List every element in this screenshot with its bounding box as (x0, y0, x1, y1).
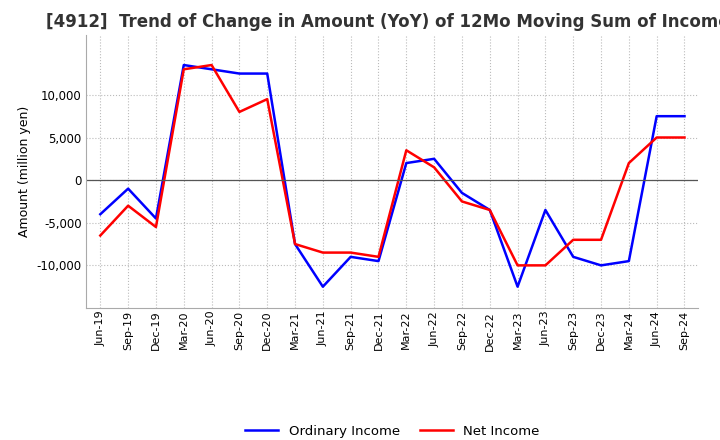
Net Income (485, 207, 494, 213)
Ordinary Income (124, 186, 132, 191)
Ordinary Income (597, 263, 606, 268)
Ordinary Income (318, 284, 327, 290)
Net Income (96, 233, 104, 238)
Ordinary Income (263, 71, 271, 76)
Ordinary Income (235, 71, 243, 76)
Ordinary Income (346, 254, 355, 260)
Ordinary Income (513, 284, 522, 290)
Net Income (263, 96, 271, 102)
Net Income (458, 199, 467, 204)
Title: [4912]  Trend of Change in Amount (YoY) of 12Mo Moving Sum of Incomes: [4912] Trend of Change in Amount (YoY) o… (45, 13, 720, 31)
Net Income (513, 263, 522, 268)
Net Income (152, 224, 161, 230)
Ordinary Income (374, 258, 383, 264)
Net Income (430, 165, 438, 170)
Ordinary Income (430, 156, 438, 161)
Y-axis label: Amount (million yen): Amount (million yen) (18, 106, 31, 237)
Net Income (235, 109, 243, 114)
Ordinary Income (569, 254, 577, 260)
Net Income (346, 250, 355, 255)
Ordinary Income (207, 66, 216, 72)
Net Income (318, 250, 327, 255)
Ordinary Income (652, 114, 661, 119)
Net Income (179, 66, 188, 72)
Net Income (652, 135, 661, 140)
Net Income (680, 135, 689, 140)
Net Income (597, 237, 606, 242)
Net Income (374, 254, 383, 260)
Line: Ordinary Income: Ordinary Income (100, 65, 685, 287)
Legend: Ordinary Income, Net Income: Ordinary Income, Net Income (240, 420, 545, 440)
Ordinary Income (291, 242, 300, 247)
Ordinary Income (96, 212, 104, 217)
Ordinary Income (541, 207, 550, 213)
Ordinary Income (485, 207, 494, 213)
Net Income (541, 263, 550, 268)
Net Income (402, 148, 410, 153)
Ordinary Income (680, 114, 689, 119)
Ordinary Income (179, 62, 188, 68)
Net Income (124, 203, 132, 209)
Net Income (291, 242, 300, 247)
Net Income (624, 161, 633, 166)
Net Income (569, 237, 577, 242)
Ordinary Income (402, 161, 410, 166)
Ordinary Income (458, 190, 467, 195)
Net Income (207, 62, 216, 68)
Ordinary Income (152, 216, 161, 221)
Line: Net Income: Net Income (100, 65, 685, 265)
Ordinary Income (624, 258, 633, 264)
